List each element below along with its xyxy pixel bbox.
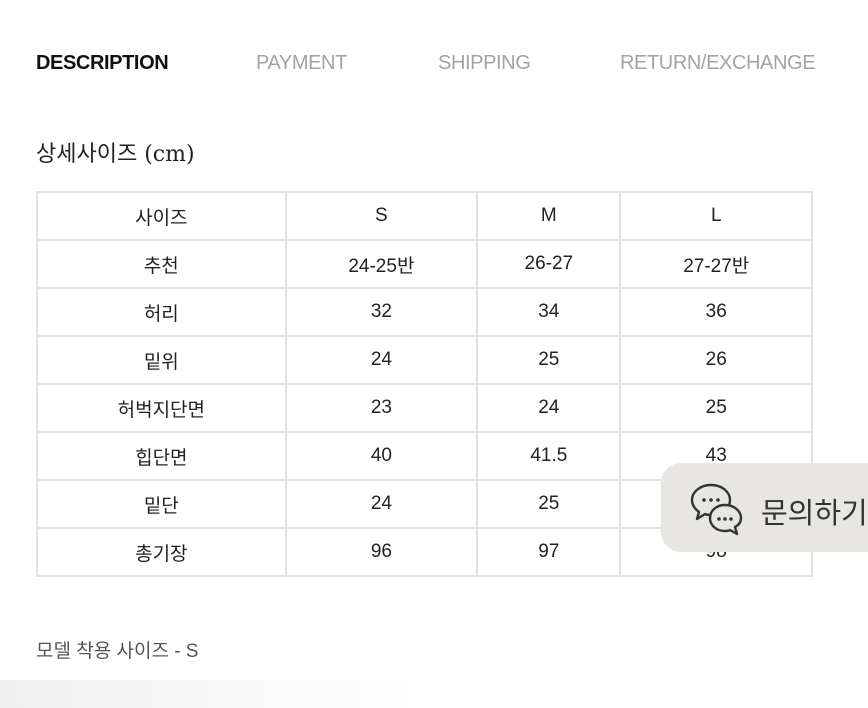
row-label: 추천 [36,239,287,289]
table-cell: 24 [284,479,479,529]
chat-button-label: 문의하기 [761,498,868,530]
table-cell: 41.5 [476,431,622,481]
table-row: 총기장 96 97 98 [36,527,813,577]
table-cell: 36 [619,287,813,337]
table-row: 추천 24-25반 26-27 27-27반 [36,239,813,289]
product-info-tabs: DESCRIPTION PAYMENT SHIPPING RETURN/EXCH… [36,52,816,78]
model-size-note: 모델 착용 사이즈 - S [36,641,199,662]
table-cell: 34 [476,287,622,337]
header-cell-l: L [619,191,813,241]
tab-return-exchange[interactable]: RETURN/EXCHANGE [620,52,816,74]
table-cell: 96 [284,527,479,577]
row-label: 총기장 [36,527,287,577]
tab-shipping[interactable]: SHIPPING [438,52,531,74]
size-section-title: 상세사이즈 (cm) [36,142,195,167]
table-cell: 26 [619,335,813,385]
inquiry-chat-button[interactable]: 문의하기 [661,463,868,552]
table-row: 밑위 24 25 26 [36,335,813,385]
row-label: 밑단 [36,479,287,529]
header-cell-size: 사이즈 [36,191,287,241]
row-label: 힙단면 [36,431,287,481]
table-cell: 40 [284,431,479,481]
table-cell: 23 [284,383,479,433]
table-cell: 26-27 [476,239,622,289]
header-cell-s: S [284,191,479,241]
table-cell: 97 [476,527,622,577]
table-cell: 32 [284,287,479,337]
table-cell: 25 [476,479,622,529]
tab-payment[interactable]: PAYMENT [256,52,347,74]
tab-description[interactable]: DESCRIPTION [36,52,169,74]
row-label: 허벅지단면 [36,383,287,433]
table-row: 허리 32 34 36 [36,287,813,337]
table-cell: 25 [619,383,813,433]
bottom-fade [0,680,420,708]
table-cell: 25 [476,335,622,385]
table-row: 허벅지단면 23 24 25 [36,383,813,433]
row-label: 밑위 [36,335,287,385]
table-cell: 24 [284,335,479,385]
chat-bubbles-icon [690,483,743,536]
table-cell: 27-27반 [619,239,813,289]
table-cell: 24 [476,383,622,433]
row-label: 허리 [36,287,287,337]
table-cell: 24-25반 [284,239,479,289]
table-header-row: 사이즈 S M L [36,191,813,241]
header-cell-m: M [476,191,622,241]
